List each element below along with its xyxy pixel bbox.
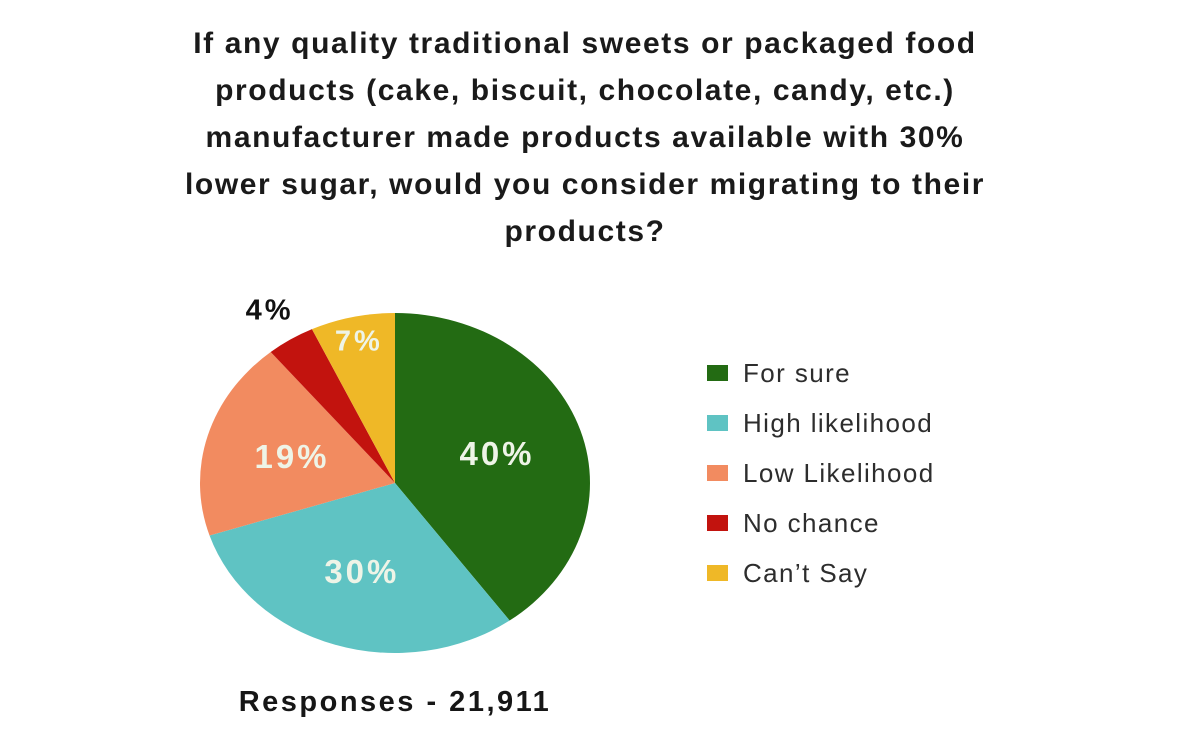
legend-item-cant-say: Can’t Say (707, 548, 935, 598)
chart-legend: For sure High likelihood Low Likelihood … (707, 348, 935, 598)
legend-item-for-sure: For sure (707, 348, 935, 398)
pie-slice-label: 7% (334, 325, 383, 358)
title-line: products (cake, biscuit, chocolate, cand… (215, 74, 955, 107)
title-line: products? (504, 215, 666, 248)
chart-question-title: If any quality traditional sweets or pac… (10, 20, 1160, 255)
title-line: If any quality traditional sweets or pac… (193, 27, 977, 60)
legend-item-low-likelihood: Low Likelihood (707, 448, 935, 498)
pie-slice-label: 19% (254, 437, 330, 475)
pie-slice-label: 4% (245, 294, 294, 327)
pie-slice-label: 40% (459, 435, 535, 473)
legend-label: Low Likelihood (743, 457, 935, 488)
legend-item-no-chance: No chance (707, 498, 935, 548)
title-line: lower sugar, would you consider migratin… (184, 168, 986, 201)
legend-swatch-no-chance (707, 515, 728, 531)
pie-slice-low-likelihood (199, 352, 395, 536)
legend-swatch-high-likelihood (707, 415, 728, 431)
legend-swatch-cant-say (707, 565, 728, 581)
pie-slice-no-chance (270, 329, 395, 483)
pie-slice-label: 30% (324, 552, 400, 590)
legend-label: High likelihood (743, 407, 934, 438)
legend-label: Can’t Say (743, 557, 869, 588)
pie-slice-high-likelihood (209, 483, 510, 654)
legend-label: For sure (743, 357, 852, 388)
title-line: manufacturer made products available wit… (205, 121, 965, 154)
pie-slice-for-sure (395, 313, 590, 621)
legend-swatch-low-likelihood (707, 465, 728, 481)
legend-label: No chance (743, 507, 880, 538)
legend-item-high-likelihood: High likelihood (707, 398, 935, 448)
legend-swatch-for-sure (707, 365, 728, 381)
pie-chart: 40% 30% 19% 4% 7% (185, 293, 605, 673)
responses-count-text: Responses - 21,911 (238, 686, 552, 718)
pie-chart-svg (199, 313, 590, 654)
pie-slice-can-t-say (311, 313, 395, 483)
